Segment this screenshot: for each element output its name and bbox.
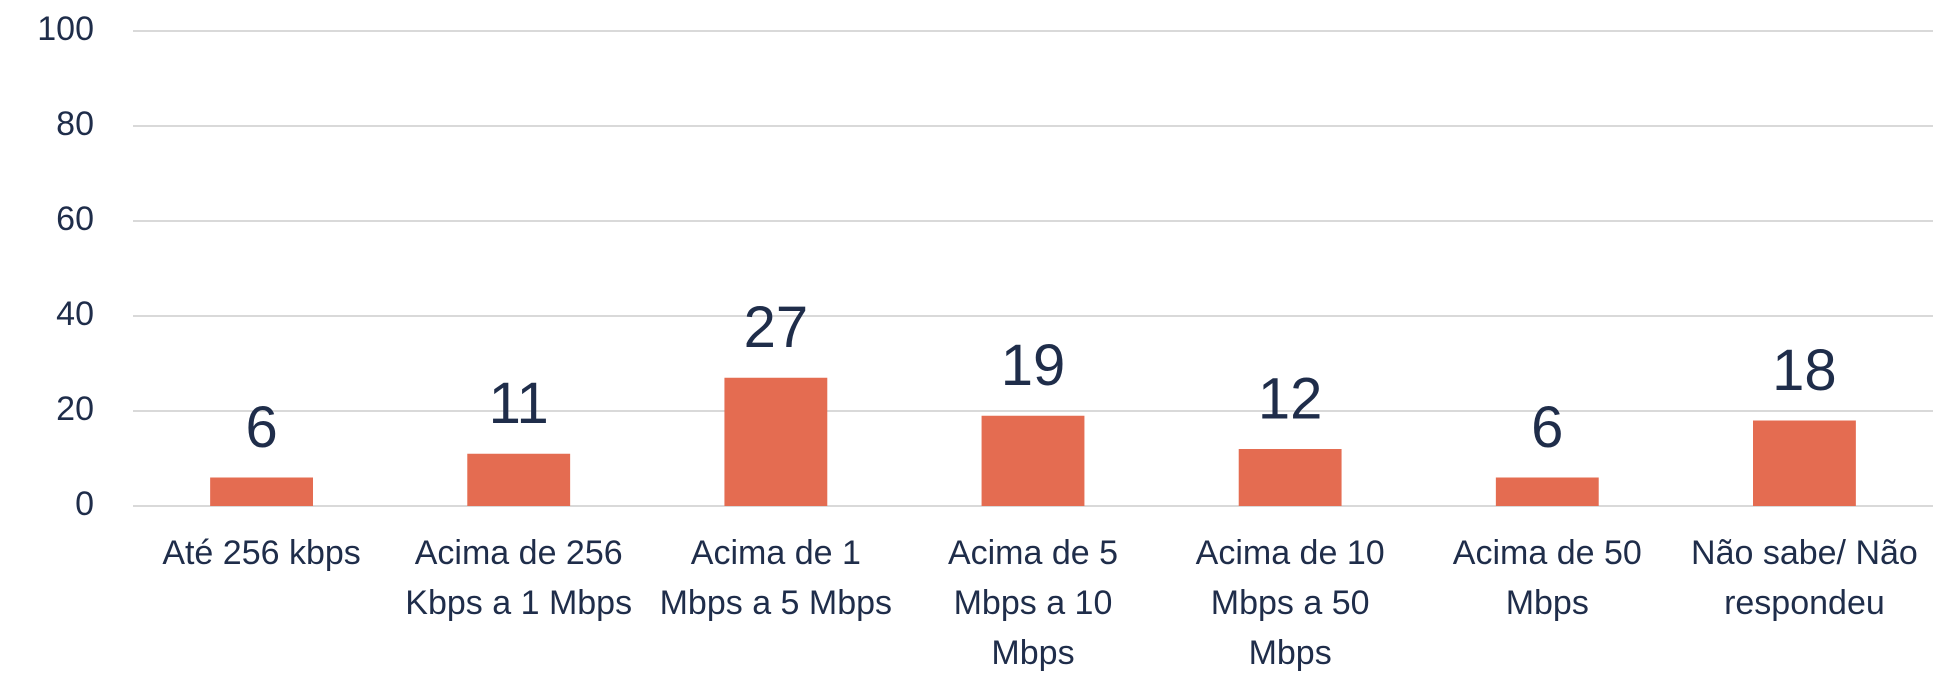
y-tick-label: 20 [56,390,94,428]
bar [1238,449,1342,506]
bar [467,453,571,506]
bar [724,377,828,506]
x-tick-label: Acima de 50 Mbps [1452,534,1642,622]
y-tick-label: 100 [37,10,94,48]
x-tick-label: Acima de 10 Mbps a 50 Mbps [1195,534,1385,672]
x-tick-label-box: Acima de 10 Mbps a 50 Mbps [1195,534,1385,672]
y-tick-label: 0 [75,485,94,523]
data-label: 19 [1001,333,1066,398]
x-tick-label: Até 256 kbps [162,534,361,572]
data-label: 11 [489,371,549,436]
bar [210,477,313,506]
data-label: 6 [245,395,277,460]
bar [1753,420,1856,506]
x-tick-label-box: Acima de 256 Kbps a 1 Mbps [405,534,633,622]
y-tick-label: 60 [56,200,94,238]
x-tick-label-box: Acima de 50 Mbps [1452,534,1642,622]
x-tick-label-box: Acima de 5 Mbps a 10 Mbps [947,534,1119,672]
data-label: 12 [1258,366,1323,431]
x-tick-label: Acima de 5 Mbps a 10 Mbps [947,534,1119,672]
bar [1495,477,1599,506]
x-tick-label: Acima de 1 Mbps a 5 Mbps [659,534,893,622]
data-label: 27 [744,295,809,360]
x-tick-label: Acima de 256 Kbps a 1 Mbps [405,534,633,622]
y-tick-label: 40 [56,295,94,333]
bar [981,415,1085,506]
data-label: 18 [1772,338,1837,403]
data-label: 6 [1531,395,1563,460]
y-tick-label: 80 [56,105,94,143]
x-tick-label: Não sabe/ Não respondeu [1691,534,1918,622]
x-tick-label-box: Até 256 kbps [162,534,361,572]
x-tick-label-box: Acima de 1 Mbps a 5 Mbps [659,534,893,622]
x-tick-label-box: Não sabe/ Não respondeu [1691,534,1918,622]
